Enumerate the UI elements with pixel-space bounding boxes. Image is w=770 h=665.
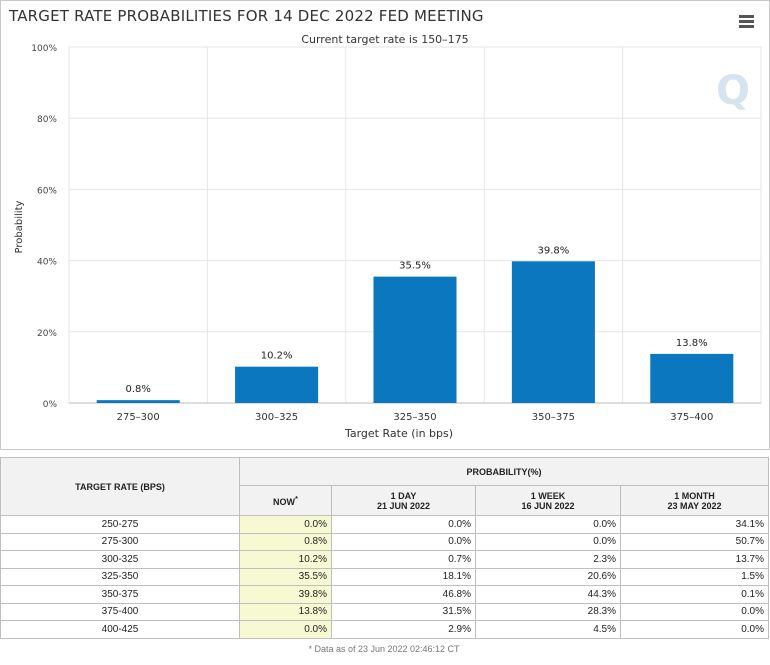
y-axis-title: Probability [14,200,25,253]
probability-header: PROBABILITY(%) [239,457,769,486]
x-tick-label: 275–300 [117,412,160,423]
data-timestamp-footnote: * Data as of 23 Jun 2022 02:46:12 CT [308,644,460,654]
now-cell: 0.0% [239,620,332,639]
rate-cell: 400-425 [0,620,240,639]
bar [96,400,180,403]
week-cell: 20.6% [475,567,621,586]
one-week-date: 16 JUN 2022 [521,500,575,511]
x-tick-label: 300–325 [255,412,298,423]
day-cell: 46.8% [331,585,476,604]
one-week-header: 1 WEEK 16 JUN 2022 [475,485,621,516]
week-cell: 0.0% [475,515,621,534]
now-cell: 39.8% [239,585,332,604]
watermark-logo: Q [716,68,750,114]
probability-table-wrap: TARGET RATE (BPS) PROBABILITY(%) NOW* 1 … [0,457,770,639]
rate-cell: 300-325 [0,550,240,569]
day-cell: 0.7% [331,550,476,569]
day-cell: 18.1% [331,567,476,586]
chart-title: TARGET RATE PROBABILITIES FOR 14 DEC 202… [9,7,484,25]
bar-data-label: 35.5% [399,261,431,272]
y-tick-label: 60% [37,186,57,196]
day-cell: 0.0% [331,532,476,551]
week-cell: 2.3% [475,550,621,569]
target-rate-header: TARGET RATE (BPS) [0,457,240,516]
week-cell: 44.3% [475,585,621,604]
now-cell: 0.8% [239,532,332,551]
table-row: 375-400 13.8% 31.5% 28.3% 0.0% [0,602,769,621]
now-header-label: NOW [273,497,296,507]
bar-chart: Current target rate is 150–175 Q 0% 20% 40% 6… [14,33,762,440]
table-row: 400-425 0.0% 2.9% 4.5% 0.0% [0,620,769,639]
one-month-date: 23 MAY 2022 [667,500,722,511]
bar [511,261,595,403]
x-tick-label: 375–400 [670,412,713,423]
month-cell: 0.0% [620,620,769,639]
day-cell: 0.0% [331,515,476,534]
month-cell: 1.5% [620,567,769,586]
one-month-header: 1 MONTH 23 MAY 2022 [620,485,769,516]
bar [373,276,457,403]
now-cell: 13.8% [239,602,332,621]
rate-cell: 275-300 [0,532,240,551]
table-row: 250-275 0.0% 0.0% 0.0% 34.1% [0,515,769,534]
chart-panel: TARGET RATE PROBABILITIES FOR 14 DEC 202… [0,0,770,450]
bar-data-label: 10.2% [261,351,293,362]
week-cell: 0.0% [475,532,621,551]
rate-cell: 375-400 [0,602,240,621]
table-row: 350-375 39.8% 46.8% 44.3% 0.1% [0,585,769,604]
rate-cell: 250-275 [0,515,240,534]
probability-table: TARGET RATE (BPS) PROBABILITY(%) NOW* 1 … [0,457,769,639]
now-cell: 10.2% [239,550,332,569]
x-tick-label: 350–375 [532,412,575,423]
hamburger-menu-icon[interactable] [739,15,754,28]
now-cell: 35.5% [239,567,332,586]
bar-data-label: 13.8% [676,338,708,349]
day-cell: 31.5% [331,602,476,621]
table-row: 275-300 0.8% 0.0% 0.0% 50.7% [0,532,769,551]
y-tick-label: 100% [31,44,57,54]
y-tick-label: 80% [37,115,57,125]
now-header: NOW* [239,485,332,516]
now-cell: 0.0% [239,515,332,534]
one-week-label: 1 WEEK [530,490,566,501]
chart-subtitle: Current target rate is 150–175 [301,33,468,46]
rate-cell: 350-375 [0,585,240,604]
x-axis-title: Target Rate (in bps) [344,427,453,440]
table-row: 300-325 10.2% 0.7% 2.3% 13.7% [0,550,769,569]
bar [235,366,319,403]
month-cell: 0.1% [620,585,769,604]
table-row: 325-350 35.5% 18.1% 20.6% 1.5% [0,567,769,586]
y-tick-label: 0% [43,400,58,410]
month-cell: 50.7% [620,532,769,551]
one-month-label: 1 MONTH [674,490,715,501]
week-cell: 4.5% [475,620,621,639]
now-footnote-marker: * [295,494,298,503]
y-tick-label: 20% [37,329,57,339]
one-day-header: 1 DAY 21 JUN 2022 [331,485,476,516]
bar-data-label: 39.8% [538,245,570,256]
day-cell: 2.9% [331,620,476,639]
month-cell: 13.7% [620,550,769,569]
rate-cell: 325-350 [0,567,240,586]
x-tick-label: 325–350 [393,412,436,423]
month-cell: 34.1% [620,515,769,534]
bar-data-label: 0.8% [125,384,150,395]
bar [650,353,734,403]
month-cell: 0.0% [620,602,769,621]
one-day-label: 1 DAY [390,490,417,501]
one-day-date: 21 JUN 2022 [376,500,431,511]
week-cell: 28.3% [475,602,621,621]
y-tick-label: 40% [37,258,57,268]
